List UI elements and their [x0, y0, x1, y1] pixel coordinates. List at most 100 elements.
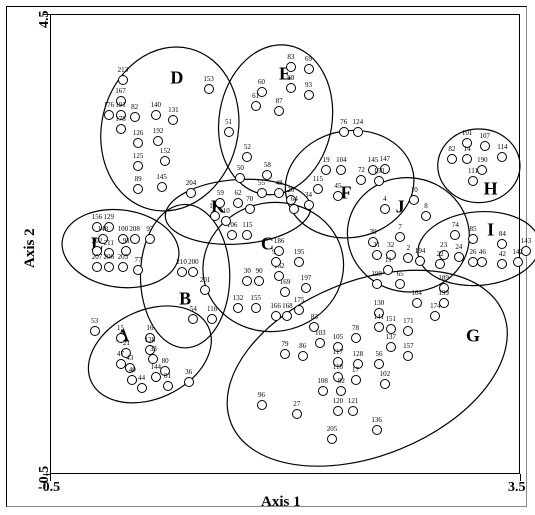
point-marker — [274, 188, 284, 198]
point-marker — [477, 165, 487, 175]
point-marker — [348, 406, 358, 416]
point-marker — [374, 322, 384, 332]
point-marker — [497, 259, 507, 269]
point-marker — [233, 303, 243, 313]
point-marker — [521, 246, 531, 256]
point-marker — [280, 287, 290, 297]
cluster-label-B: B — [179, 289, 191, 310]
point-marker — [286, 83, 296, 93]
point-marker — [251, 101, 261, 111]
point-marker — [221, 216, 231, 226]
point-marker — [271, 311, 281, 321]
point-marker — [380, 379, 390, 389]
point-marker — [353, 359, 363, 369]
point-marker — [148, 354, 158, 364]
ytick-label: 4.5 — [37, 11, 53, 29]
point-marker — [462, 154, 472, 164]
point-marker — [118, 75, 128, 85]
point-marker — [439, 283, 449, 293]
point-marker — [304, 64, 314, 74]
point-marker — [257, 400, 267, 410]
point-marker — [153, 136, 163, 146]
point-marker — [403, 351, 413, 361]
point-marker — [321, 165, 331, 175]
point-marker — [215, 198, 225, 208]
cluster-label-C: C — [261, 234, 274, 255]
point-marker — [497, 152, 507, 162]
point-marker — [289, 204, 299, 214]
point-marker — [224, 127, 234, 137]
point-marker — [104, 110, 114, 120]
point-marker — [439, 298, 449, 308]
point-marker — [294, 257, 304, 267]
point-marker — [372, 250, 382, 260]
point-marker — [92, 246, 102, 256]
point-marker — [333, 357, 343, 367]
point-marker — [480, 141, 490, 151]
point-marker — [133, 265, 143, 275]
point-marker — [513, 257, 523, 267]
point-marker — [262, 170, 272, 180]
ytick-label: -0.5 — [37, 466, 53, 488]
point-marker — [188, 267, 198, 277]
point-marker — [104, 222, 114, 232]
point-marker — [92, 262, 102, 272]
point-marker — [403, 253, 413, 263]
figure-stage: -0.53.5-0.54.5Axis 1Axis 2ABCDEFGHIJKL53… — [0, 0, 535, 515]
point-marker — [177, 267, 187, 277]
point-marker — [368, 237, 378, 247]
point-marker — [383, 265, 393, 275]
point-marker — [421, 211, 431, 221]
x-axis-label: Axis 1 — [261, 494, 301, 511]
point-marker — [116, 124, 126, 134]
point-marker — [274, 106, 284, 116]
point-marker — [92, 222, 102, 232]
point-marker — [395, 232, 405, 242]
point-marker — [333, 342, 343, 352]
point-marker — [374, 308, 384, 318]
point-marker — [271, 257, 281, 267]
point-marker — [104, 262, 114, 272]
point-marker — [118, 234, 128, 244]
point-marker — [242, 230, 252, 240]
cluster-label-I: I — [487, 220, 494, 241]
point-marker — [298, 351, 308, 361]
cluster-label-J: J — [396, 197, 405, 218]
point-marker — [130, 234, 140, 244]
point-marker — [116, 333, 126, 343]
point-marker — [151, 110, 161, 120]
point-marker — [386, 342, 396, 352]
point-marker — [133, 138, 143, 148]
point-marker — [280, 349, 290, 359]
point-marker — [415, 256, 425, 266]
point-marker — [309, 322, 319, 332]
point-marker — [333, 372, 343, 382]
point-marker — [207, 314, 217, 324]
point-marker — [227, 230, 237, 240]
point-marker — [497, 239, 507, 249]
point-marker — [292, 409, 302, 419]
point-marker — [409, 195, 419, 205]
y-axis-label: Axis 2 — [22, 228, 39, 268]
point-marker — [151, 372, 161, 382]
point-marker — [157, 182, 167, 192]
point-marker — [274, 271, 284, 281]
point-marker — [274, 246, 284, 256]
point-marker — [304, 200, 314, 210]
point-marker — [204, 84, 214, 94]
point-marker — [118, 262, 128, 272]
point-marker — [336, 165, 346, 175]
point-marker — [98, 234, 108, 244]
point-marker — [116, 110, 126, 120]
point-marker — [200, 285, 210, 295]
cluster-label-D: D — [170, 68, 183, 89]
point-marker — [374, 359, 384, 369]
point-marker — [186, 188, 196, 198]
point-marker — [386, 324, 396, 334]
point-marker — [327, 434, 337, 444]
point-marker — [90, 326, 100, 336]
point-marker — [304, 90, 314, 100]
point-marker — [242, 276, 252, 286]
point-marker — [145, 333, 155, 343]
point-marker — [127, 375, 137, 385]
